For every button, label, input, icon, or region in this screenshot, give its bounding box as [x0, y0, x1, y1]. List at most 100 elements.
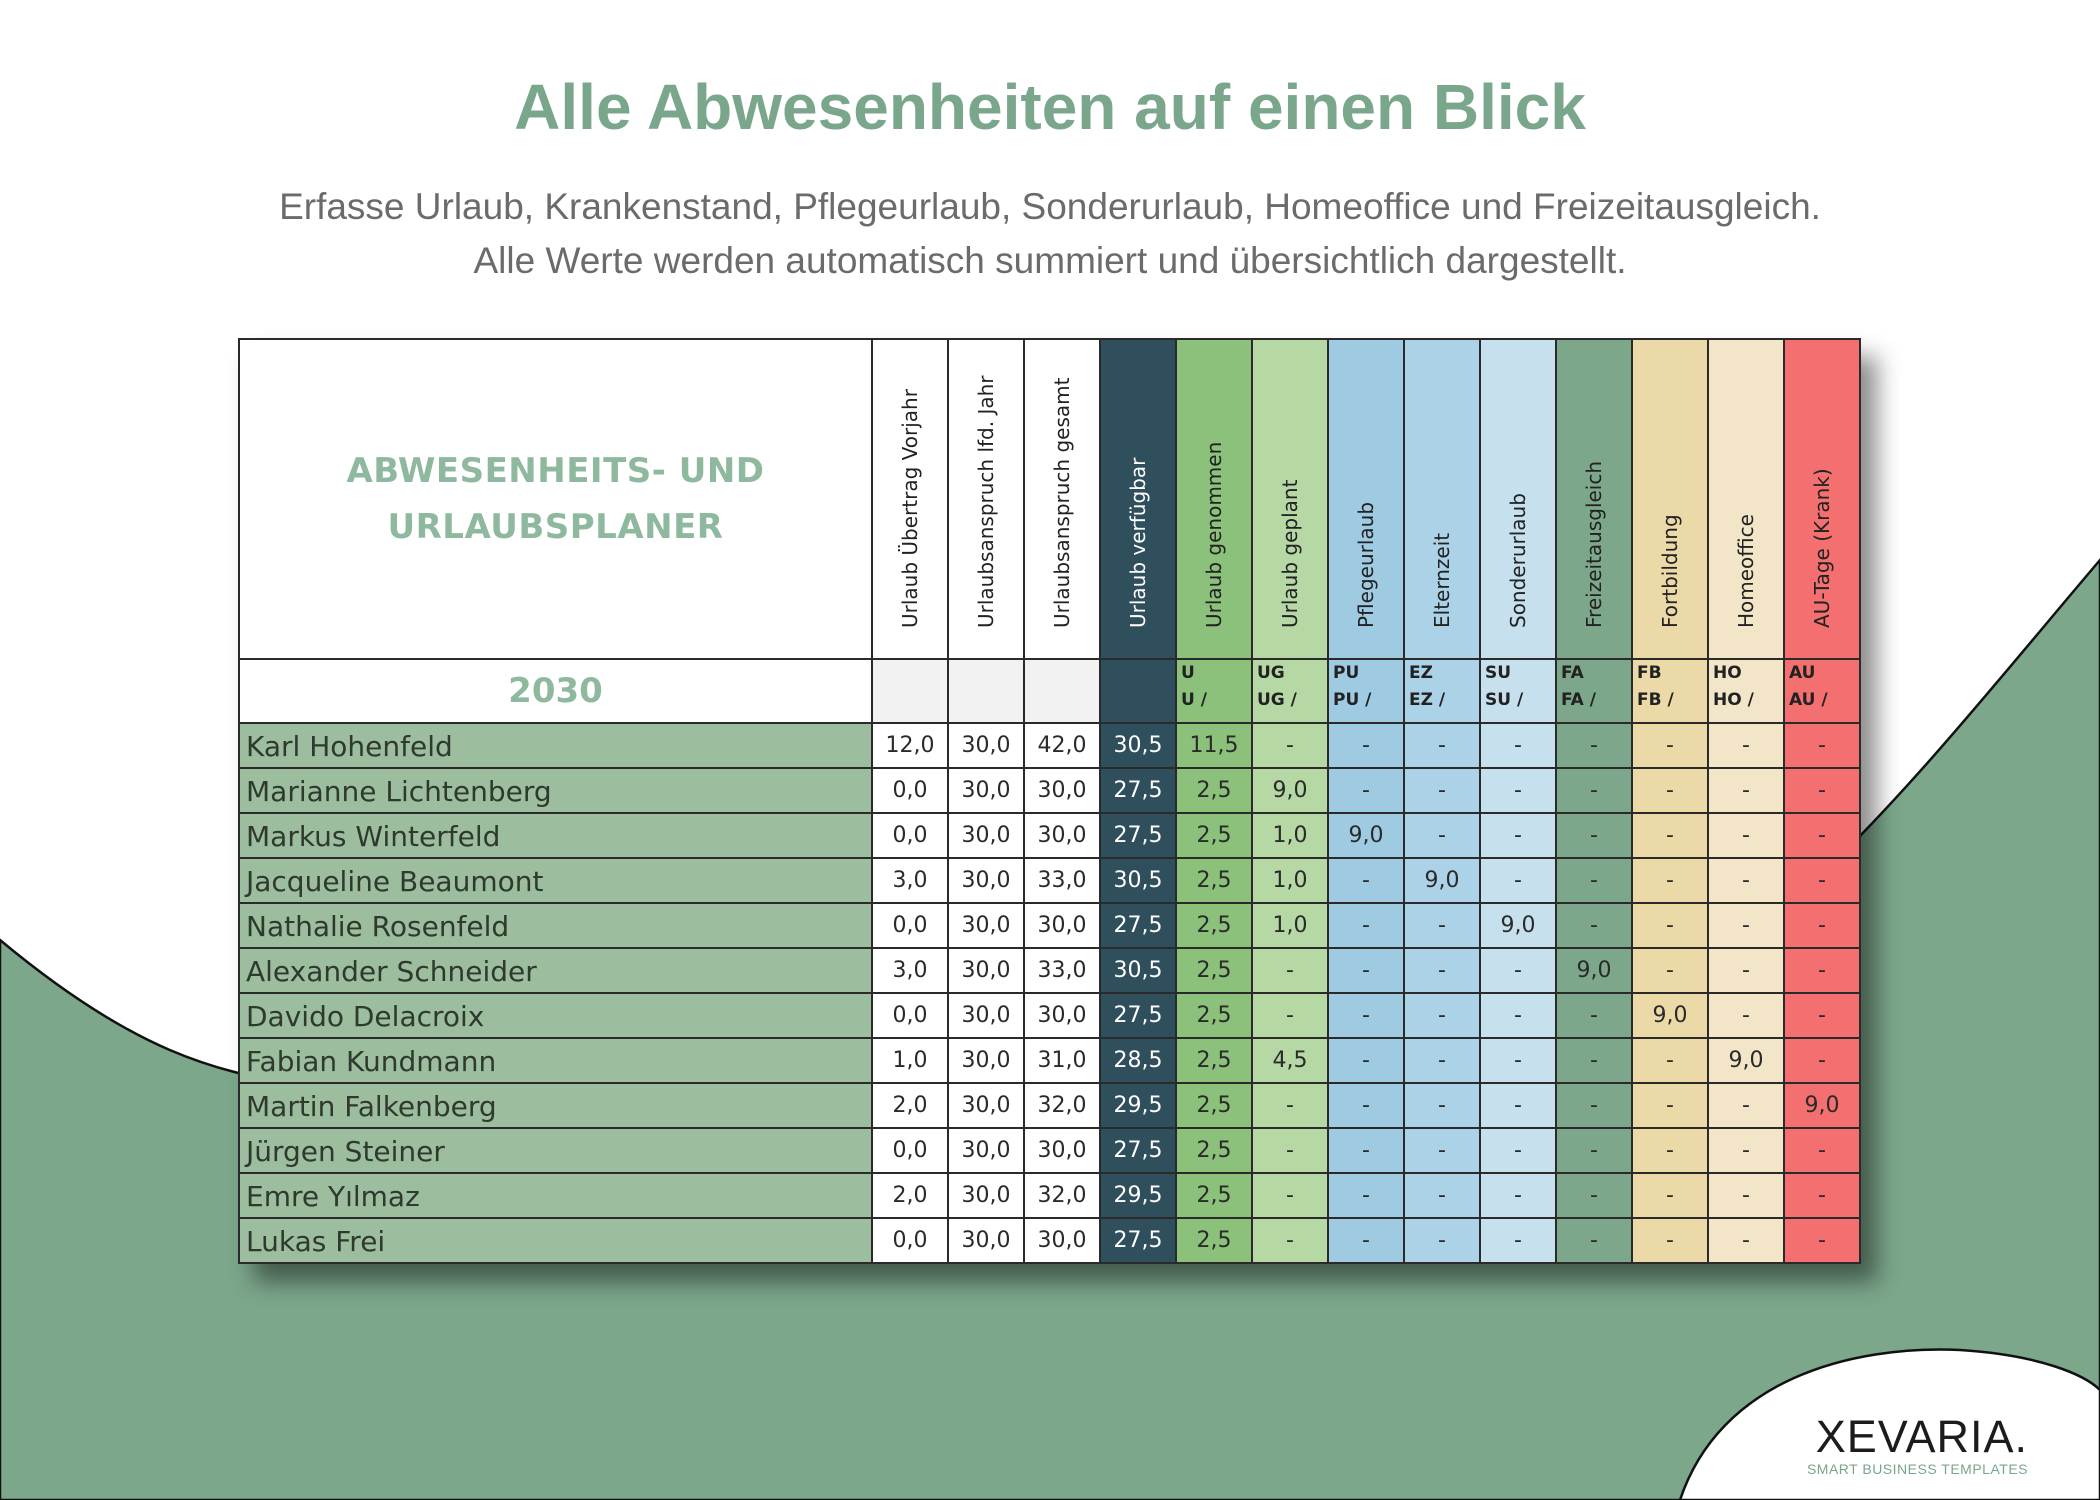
- value-cell[interactable]: -: [1403, 992, 1481, 1039]
- value-cell[interactable]: 30,0: [947, 1172, 1025, 1219]
- value-cell[interactable]: -: [1327, 902, 1405, 949]
- value-cell[interactable]: -: [1555, 812, 1633, 859]
- value-cell[interactable]: 2,5: [1175, 992, 1253, 1039]
- value-cell[interactable]: 30,0: [947, 1037, 1025, 1084]
- value-cell[interactable]: 29,5: [1099, 1082, 1177, 1129]
- value-cell[interactable]: -: [1707, 902, 1785, 949]
- value-cell[interactable]: 4,5: [1251, 1037, 1329, 1084]
- value-cell[interactable]: -: [1555, 902, 1633, 949]
- value-cell[interactable]: -: [1783, 1127, 1861, 1174]
- value-cell[interactable]: -: [1251, 1217, 1329, 1264]
- value-cell[interactable]: 30,0: [1023, 812, 1101, 859]
- value-cell[interactable]: -: [1403, 722, 1481, 769]
- value-cell[interactable]: 31,0: [1023, 1037, 1101, 1084]
- value-cell[interactable]: 27,5: [1099, 812, 1177, 859]
- value-cell[interactable]: 30,0: [1023, 902, 1101, 949]
- value-cell[interactable]: -: [1479, 812, 1557, 859]
- value-cell[interactable]: 9,0: [1251, 767, 1329, 814]
- value-cell[interactable]: 28,5: [1099, 1037, 1177, 1084]
- value-cell[interactable]: 30,0: [1023, 992, 1101, 1039]
- value-cell[interactable]: -: [1555, 1127, 1633, 1174]
- value-cell[interactable]: 0,0: [871, 992, 949, 1039]
- value-cell[interactable]: -: [1479, 1082, 1557, 1129]
- employee-name[interactable]: Jacqueline Beaumont: [238, 857, 873, 904]
- value-cell[interactable]: -: [1403, 1172, 1481, 1219]
- value-cell[interactable]: 9,0: [1707, 1037, 1785, 1084]
- value-cell[interactable]: -: [1327, 992, 1405, 1039]
- value-cell[interactable]: 30,5: [1099, 947, 1177, 994]
- value-cell[interactable]: -: [1707, 1082, 1785, 1129]
- value-cell[interactable]: -: [1631, 812, 1709, 859]
- value-cell[interactable]: -: [1479, 947, 1557, 994]
- value-cell[interactable]: -: [1631, 722, 1709, 769]
- value-cell[interactable]: -: [1479, 1037, 1557, 1084]
- value-cell[interactable]: -: [1251, 947, 1329, 994]
- value-cell[interactable]: -: [1783, 902, 1861, 949]
- value-cell[interactable]: 30,0: [947, 992, 1025, 1039]
- value-cell[interactable]: -: [1555, 1037, 1633, 1084]
- value-cell[interactable]: -: [1631, 1217, 1709, 1264]
- value-cell[interactable]: -: [1783, 722, 1861, 769]
- value-cell[interactable]: 9,0: [1479, 902, 1557, 949]
- value-cell[interactable]: -: [1403, 1217, 1481, 1264]
- value-cell[interactable]: -: [1631, 857, 1709, 904]
- value-cell[interactable]: -: [1783, 1037, 1861, 1084]
- value-cell[interactable]: 29,5: [1099, 1172, 1177, 1219]
- value-cell[interactable]: 30,0: [947, 722, 1025, 769]
- value-cell[interactable]: 3,0: [871, 947, 949, 994]
- value-cell[interactable]: -: [1327, 722, 1405, 769]
- value-cell[interactable]: 2,5: [1175, 1082, 1253, 1129]
- value-cell[interactable]: -: [1783, 767, 1861, 814]
- value-cell[interactable]: 30,0: [1023, 1127, 1101, 1174]
- value-cell[interactable]: -: [1631, 947, 1709, 994]
- value-cell[interactable]: 27,5: [1099, 1217, 1177, 1264]
- employee-name[interactable]: Emre Yılmaz: [238, 1172, 873, 1219]
- value-cell[interactable]: -: [1783, 1217, 1861, 1264]
- value-cell[interactable]: -: [1327, 767, 1405, 814]
- employee-name[interactable]: Lukas Frei: [238, 1217, 873, 1264]
- value-cell[interactable]: -: [1783, 947, 1861, 994]
- value-cell[interactable]: -: [1555, 722, 1633, 769]
- value-cell[interactable]: -: [1631, 1082, 1709, 1129]
- value-cell[interactable]: -: [1783, 992, 1861, 1039]
- value-cell[interactable]: -: [1631, 1127, 1709, 1174]
- value-cell[interactable]: -: [1251, 1082, 1329, 1129]
- value-cell[interactable]: 33,0: [1023, 947, 1101, 994]
- value-cell[interactable]: 30,0: [947, 902, 1025, 949]
- employee-name[interactable]: Martin Falkenberg: [238, 1082, 873, 1129]
- value-cell[interactable]: -: [1479, 992, 1557, 1039]
- value-cell[interactable]: -: [1479, 1127, 1557, 1174]
- value-cell[interactable]: -: [1707, 722, 1785, 769]
- value-cell[interactable]: 9,0: [1631, 992, 1709, 1039]
- value-cell[interactable]: -: [1555, 992, 1633, 1039]
- value-cell[interactable]: -: [1403, 902, 1481, 949]
- value-cell[interactable]: 2,5: [1175, 767, 1253, 814]
- value-cell[interactable]: -: [1251, 722, 1329, 769]
- value-cell[interactable]: 1,0: [1251, 812, 1329, 859]
- value-cell[interactable]: 30,0: [947, 947, 1025, 994]
- value-cell[interactable]: -: [1707, 812, 1785, 859]
- value-cell[interactable]: -: [1327, 1172, 1405, 1219]
- value-cell[interactable]: -: [1555, 1172, 1633, 1219]
- value-cell[interactable]: -: [1479, 722, 1557, 769]
- value-cell[interactable]: 30,5: [1099, 722, 1177, 769]
- value-cell[interactable]: -: [1479, 1172, 1557, 1219]
- value-cell[interactable]: 27,5: [1099, 767, 1177, 814]
- employee-name[interactable]: Jürgen Steiner: [238, 1127, 873, 1174]
- value-cell[interactable]: 11,5: [1175, 722, 1253, 769]
- value-cell[interactable]: -: [1327, 1127, 1405, 1174]
- value-cell[interactable]: -: [1251, 992, 1329, 1039]
- value-cell[interactable]: 1,0: [1251, 902, 1329, 949]
- value-cell[interactable]: 2,0: [871, 1172, 949, 1219]
- value-cell[interactable]: 2,5: [1175, 902, 1253, 949]
- value-cell[interactable]: -: [1327, 857, 1405, 904]
- value-cell[interactable]: -: [1327, 947, 1405, 994]
- value-cell[interactable]: 30,0: [947, 767, 1025, 814]
- value-cell[interactable]: -: [1327, 1037, 1405, 1084]
- employee-name[interactable]: Nathalie Rosenfeld: [238, 902, 873, 949]
- value-cell[interactable]: 0,0: [871, 812, 949, 859]
- value-cell[interactable]: 27,5: [1099, 1127, 1177, 1174]
- value-cell[interactable]: -: [1555, 857, 1633, 904]
- value-cell[interactable]: -: [1403, 1037, 1481, 1084]
- value-cell[interactable]: 30,5: [1099, 857, 1177, 904]
